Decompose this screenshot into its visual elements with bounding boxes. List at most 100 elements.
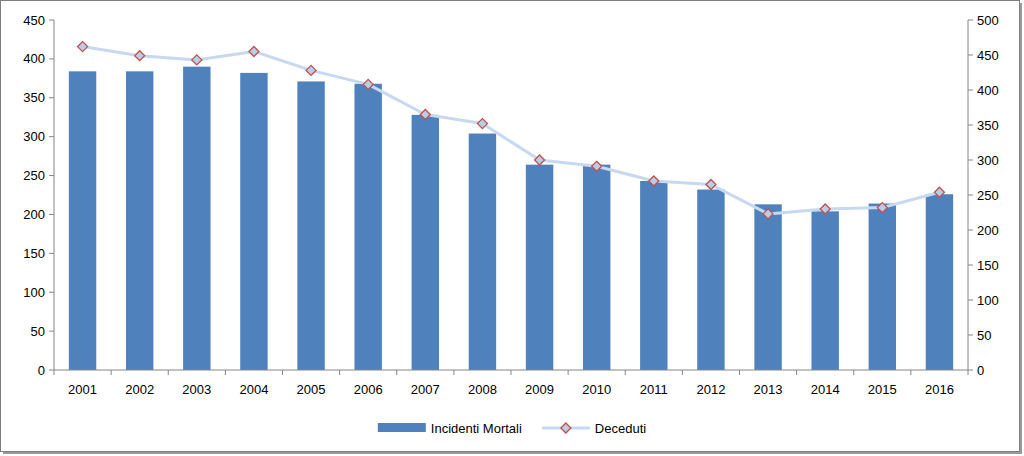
x-tick-label: 2005 xyxy=(297,382,326,397)
y-tick xyxy=(49,97,54,98)
y2-tick-label: 450 xyxy=(977,48,999,63)
bar xyxy=(926,194,953,370)
marker xyxy=(535,155,545,165)
y2-tick-label: 350 xyxy=(977,118,999,133)
legend-label: Incidenti Mortali xyxy=(431,421,522,436)
x-tick-label: 2015 xyxy=(868,382,897,397)
x-tick-label: 2002 xyxy=(125,382,154,397)
marker xyxy=(249,47,259,57)
x-tick xyxy=(853,370,854,375)
y-tick-label: 400 xyxy=(23,51,45,66)
x-tick xyxy=(568,370,569,375)
x-tick xyxy=(282,370,283,375)
y-tick-label: 50 xyxy=(31,324,45,339)
x-tick-label: 2011 xyxy=(640,382,668,397)
marker xyxy=(192,55,202,65)
y2-tick xyxy=(968,335,973,336)
y2-tick-label: 400 xyxy=(977,83,999,98)
y-tick xyxy=(49,175,54,176)
x-tick-label: 2016 xyxy=(925,382,954,397)
x-tick-label: 2012 xyxy=(696,382,725,397)
y2-tick xyxy=(968,160,973,161)
y-tick xyxy=(49,253,54,254)
x-tick-label: 2010 xyxy=(582,382,611,397)
x-tick-label: 2008 xyxy=(468,382,497,397)
y-tick xyxy=(49,58,54,59)
x-tick-label: 2004 xyxy=(239,382,268,397)
legend-marker xyxy=(561,423,571,433)
x-tick xyxy=(396,370,397,375)
marker xyxy=(477,119,487,129)
y-tick-label: 350 xyxy=(23,90,45,105)
y2-tick xyxy=(968,265,973,266)
y2-tick xyxy=(968,230,973,231)
y2-tick xyxy=(968,55,973,56)
bar xyxy=(469,134,496,370)
bar xyxy=(811,211,838,370)
marker xyxy=(649,176,659,186)
x-tick xyxy=(54,370,55,375)
bar xyxy=(754,204,781,370)
x-tick-label: 2006 xyxy=(354,382,383,397)
bar xyxy=(354,84,381,370)
bar xyxy=(297,81,324,370)
x-tick xyxy=(111,370,112,375)
marker xyxy=(877,203,887,213)
y2-tick xyxy=(968,20,973,21)
y-axis xyxy=(54,20,55,370)
x-tick xyxy=(625,370,626,375)
marker xyxy=(420,110,430,120)
y2-tick-label: 100 xyxy=(977,293,999,308)
x-tick xyxy=(511,370,512,375)
y-tick-label: 250 xyxy=(23,168,45,183)
y-tick xyxy=(49,136,54,137)
plot-data xyxy=(69,42,953,370)
x-tick xyxy=(796,370,797,375)
y2-tick xyxy=(968,195,973,196)
y-tick xyxy=(49,214,54,215)
bar xyxy=(869,204,896,370)
x-tick xyxy=(168,370,169,375)
x-tick xyxy=(339,370,340,375)
y2-tick-label: 250 xyxy=(977,188,999,203)
line xyxy=(83,47,940,214)
chart-frame: 0501001502002503003504004500501001502002… xyxy=(0,0,1024,456)
chart: 0501001502002503003504004500501001502002… xyxy=(0,0,1024,456)
y2-tick xyxy=(968,90,973,91)
x-tick xyxy=(968,370,969,375)
x-tick-label: 2001 xyxy=(68,382,97,397)
y-tick xyxy=(49,20,54,21)
y-tick-label: 200 xyxy=(23,207,45,222)
x-tick xyxy=(453,370,454,375)
x-tick-label: 2007 xyxy=(411,382,440,397)
frame xyxy=(1,1,1020,452)
y-tick xyxy=(49,331,54,332)
y2-tick xyxy=(968,125,973,126)
marker xyxy=(78,42,88,52)
y2-tick-label: 0 xyxy=(977,363,984,378)
legend-swatch xyxy=(378,423,426,432)
y2-tick xyxy=(968,300,973,301)
bar xyxy=(240,73,267,370)
y2-tick-label: 500 xyxy=(977,13,999,28)
y-tick-label: 0 xyxy=(38,363,45,378)
y2-tick-label: 150 xyxy=(977,258,999,273)
x-tick xyxy=(739,370,740,375)
x-tick-label: 2003 xyxy=(182,382,211,397)
marker xyxy=(820,204,830,214)
y-tick xyxy=(49,370,54,371)
marker xyxy=(763,209,773,219)
x-tick xyxy=(225,370,226,375)
y2-tick-label: 200 xyxy=(977,223,999,238)
bar xyxy=(640,181,667,370)
y2-tick xyxy=(968,370,973,371)
bar xyxy=(526,165,553,370)
marker xyxy=(135,51,145,61)
marker xyxy=(306,65,316,75)
x-tick xyxy=(910,370,911,375)
marker xyxy=(934,187,944,197)
bar xyxy=(69,71,96,370)
x-tick-label: 2013 xyxy=(754,382,783,397)
bar xyxy=(183,67,210,370)
bar xyxy=(412,115,439,370)
